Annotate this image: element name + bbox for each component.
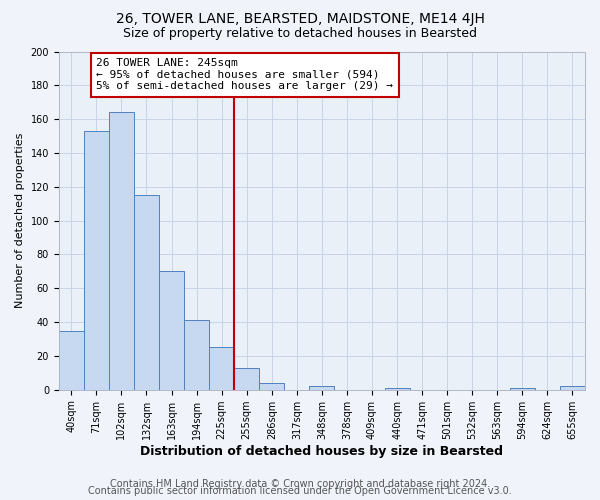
- Bar: [259, 383, 284, 390]
- Bar: [109, 112, 134, 390]
- Bar: [209, 348, 234, 390]
- Bar: [234, 368, 259, 390]
- Bar: [59, 330, 84, 390]
- Bar: [134, 195, 159, 390]
- X-axis label: Distribution of detached houses by size in Bearsted: Distribution of detached houses by size …: [140, 444, 503, 458]
- Text: 26, TOWER LANE, BEARSTED, MAIDSTONE, ME14 4JH: 26, TOWER LANE, BEARSTED, MAIDSTONE, ME1…: [116, 12, 484, 26]
- Bar: [159, 272, 184, 390]
- Bar: [510, 388, 535, 390]
- Text: Contains HM Land Registry data © Crown copyright and database right 2024.: Contains HM Land Registry data © Crown c…: [110, 479, 490, 489]
- Text: Contains public sector information licensed under the Open Government Licence v3: Contains public sector information licen…: [88, 486, 512, 496]
- Y-axis label: Number of detached properties: Number of detached properties: [15, 133, 25, 308]
- Bar: [310, 386, 334, 390]
- Bar: [560, 386, 585, 390]
- Bar: [385, 388, 410, 390]
- Text: 26 TOWER LANE: 245sqm
← 95% of detached houses are smaller (594)
5% of semi-deta: 26 TOWER LANE: 245sqm ← 95% of detached …: [97, 58, 394, 92]
- Bar: [184, 320, 209, 390]
- Bar: [84, 131, 109, 390]
- Text: Size of property relative to detached houses in Bearsted: Size of property relative to detached ho…: [123, 28, 477, 40]
